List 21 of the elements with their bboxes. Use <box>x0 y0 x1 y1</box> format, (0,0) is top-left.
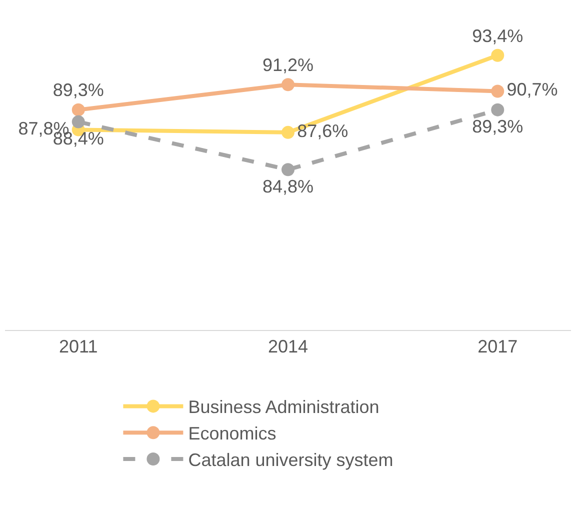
x-tick-label: 2017 <box>478 336 518 357</box>
point <box>282 126 294 139</box>
data-label: 89,3% <box>52 80 104 100</box>
point <box>491 84 504 98</box>
point <box>491 48 504 62</box>
point <box>72 115 85 128</box>
data-label: 84,8% <box>262 176 314 196</box>
data-label: 90,7% <box>506 80 558 100</box>
x-tick-label: 2014 <box>268 336 308 357</box>
point <box>282 78 294 92</box>
data-label: 89,3% <box>472 116 524 136</box>
legend-label: Business Administration <box>188 397 380 418</box>
data-label: 93,4% <box>472 26 524 46</box>
point <box>72 103 85 116</box>
x-tick-label: 2011 <box>59 336 98 357</box>
legend-label: Economics <box>188 424 276 444</box>
data-label: 91,2% <box>262 54 314 75</box>
point <box>491 103 504 116</box>
point <box>282 163 294 176</box>
legend-label: Catalan university system <box>188 450 394 470</box>
data-label: 87,6% <box>297 120 348 141</box>
